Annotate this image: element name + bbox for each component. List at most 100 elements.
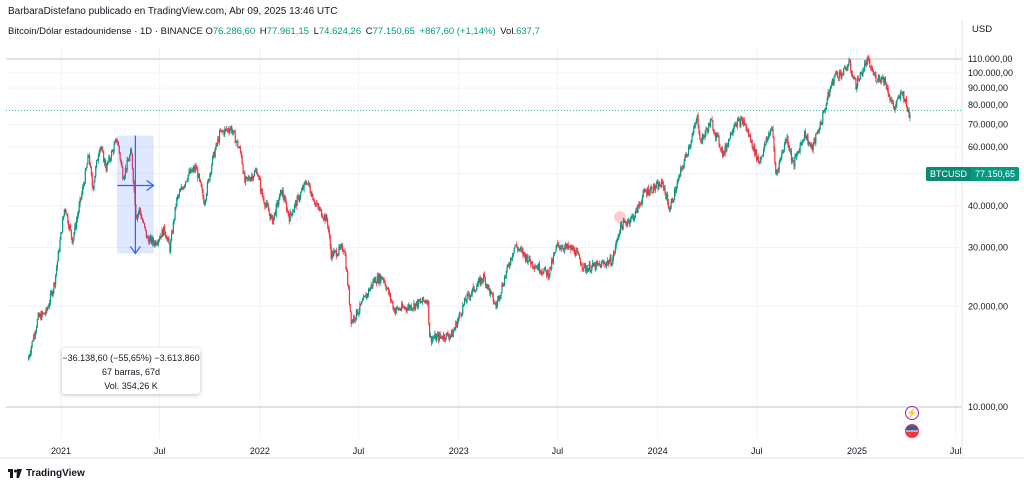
candle-body — [453, 329, 455, 332]
candle-body — [309, 186, 311, 193]
candle-body — [225, 128, 228, 130]
candle-body — [853, 77, 855, 79]
candle-body — [43, 312, 45, 315]
candle-body — [313, 199, 315, 202]
candle-body — [621, 225, 623, 230]
candle-body — [848, 60, 850, 66]
candle-body — [869, 59, 871, 68]
candle-body — [37, 313, 39, 320]
x-tick-label: 2024 — [648, 446, 668, 456]
candle-body — [164, 232, 167, 237]
candle-body — [776, 169, 779, 173]
candle-body — [680, 168, 682, 177]
candle-body — [639, 203, 642, 205]
candle-body — [288, 215, 290, 222]
candle-body — [327, 225, 330, 231]
candle-body — [108, 156, 110, 163]
lightning-icon[interactable]: ⚡ — [905, 406, 919, 420]
candle-body — [537, 266, 539, 270]
candle-body — [48, 302, 51, 307]
candle-body — [440, 336, 442, 337]
candle-body — [398, 308, 400, 310]
candle-body — [742, 120, 745, 124]
candle-body — [733, 126, 735, 132]
candle-body — [891, 99, 893, 102]
candle-body — [196, 168, 198, 170]
candle-body — [546, 270, 548, 276]
candle-body — [611, 264, 613, 266]
candle-body — [797, 150, 799, 153]
us-flag-icon[interactable] — [905, 424, 919, 438]
candle-body — [106, 162, 108, 171]
candle-body — [217, 138, 219, 145]
candle-body — [594, 263, 596, 270]
candle-body — [179, 190, 181, 192]
currency-selector[interactable]: USD — [972, 24, 993, 35]
candle-body — [142, 219, 144, 223]
candle-body — [741, 118, 744, 124]
candle-body — [373, 280, 375, 283]
candle-body — [330, 246, 332, 259]
candle-body — [747, 130, 749, 131]
candle-body — [549, 266, 551, 276]
candle-body — [270, 215, 272, 220]
symbol-description[interactable]: Bitcoin/Dólar estadounidense · 1D · BINA… — [8, 26, 203, 37]
candle-body — [789, 150, 792, 152]
candle-body — [169, 243, 171, 252]
candle-body — [284, 198, 286, 201]
candle-body — [811, 144, 813, 151]
candle-body — [723, 151, 725, 154]
candle-body — [66, 214, 68, 216]
candle-body — [844, 66, 847, 70]
candle-body — [418, 299, 420, 302]
candle-body — [712, 121, 714, 131]
candle-body — [706, 128, 708, 130]
candle-body — [575, 250, 577, 256]
candle-body — [872, 71, 874, 75]
candle-body — [402, 304, 404, 308]
candle-body — [319, 208, 321, 210]
candle-body — [345, 254, 347, 269]
candle-body — [635, 207, 637, 212]
candle-body — [426, 301, 428, 304]
candle-body — [619, 222, 622, 233]
candle-body — [301, 187, 303, 191]
candle-body — [137, 214, 139, 220]
candle-body — [112, 150, 114, 153]
candle-body — [381, 276, 383, 280]
candle-body — [85, 167, 87, 171]
candle-body — [101, 148, 103, 150]
candle-body — [866, 57, 868, 65]
candle-body — [805, 138, 807, 139]
tradingview-footer[interactable]: TradingView — [8, 468, 85, 479]
candle-body — [470, 293, 473, 296]
candle-body — [578, 254, 581, 260]
candle-body — [637, 204, 639, 213]
candle-body — [32, 340, 34, 342]
candle-body — [666, 194, 668, 199]
candle-body — [661, 180, 663, 182]
candle-body — [762, 149, 765, 155]
candle-body — [669, 208, 671, 211]
candle-body — [612, 258, 614, 265]
candle-body — [376, 275, 378, 284]
candle-body — [577, 250, 579, 254]
candle-body — [187, 174, 189, 180]
candle-body — [496, 304, 498, 307]
candle-body — [173, 219, 175, 222]
tradingview-logo-icon — [8, 469, 22, 478]
candle-body — [714, 133, 717, 138]
candle-body — [435, 334, 437, 341]
candle-body — [893, 106, 895, 110]
candle-body — [754, 145, 756, 156]
candle-body — [363, 296, 365, 298]
candle-body — [390, 299, 392, 302]
candle-body — [228, 130, 230, 133]
candle-body — [722, 151, 725, 156]
candle-body — [612, 252, 615, 259]
candle-body — [856, 86, 858, 90]
candle-body — [694, 125, 696, 128]
candle-body — [199, 179, 201, 183]
candle-body — [800, 143, 802, 146]
